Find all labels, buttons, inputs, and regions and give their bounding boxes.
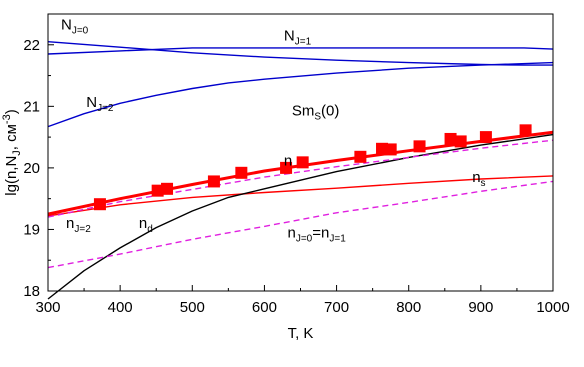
curve-label-main: Sm xyxy=(292,103,315,120)
data-point-marker xyxy=(444,132,457,145)
curve-label: NJ=1 xyxy=(284,27,312,47)
y-tick-label: 18 xyxy=(23,283,40,300)
curve-label-after: (0) xyxy=(321,103,339,120)
data-point-marker xyxy=(151,184,164,197)
y-tick-label: 22 xyxy=(23,37,40,54)
curve-label-main: n xyxy=(66,215,74,232)
data-point-marker xyxy=(296,156,309,169)
series-line-4 xyxy=(47,175,554,217)
data-point-marker xyxy=(207,175,220,188)
x-tick-label: 1000 xyxy=(536,299,569,316)
data-point-marker xyxy=(235,166,248,179)
curve-label: nJ=2 xyxy=(66,215,91,235)
curve-label-main: n xyxy=(288,224,296,241)
data-point-marker xyxy=(384,143,397,156)
curve-label: nJ=0=nJ=1 xyxy=(288,224,347,244)
curve-label-sub: J=2 xyxy=(74,224,91,235)
curve-label-sub: d xyxy=(147,224,153,235)
series-line-0 xyxy=(47,41,553,66)
plot-frame xyxy=(47,13,554,292)
curve-label: SmS(0) xyxy=(292,103,340,123)
curve-label-main: N xyxy=(61,16,72,33)
curve-label: nd xyxy=(139,215,153,235)
curve-label-main: N xyxy=(284,27,295,44)
y-tick-label: 21 xyxy=(23,98,40,115)
x-axis-title: T, K xyxy=(288,325,314,342)
curve-label-main: n xyxy=(472,169,480,186)
curve-label-main: n xyxy=(284,152,292,169)
x-tick-label: 800 xyxy=(396,299,421,316)
data-point-marker xyxy=(93,198,106,211)
series-line-6 xyxy=(47,139,554,218)
curve-label: ns xyxy=(472,169,485,189)
y-axis-title-close: ) xyxy=(3,109,20,114)
curve-label-sub: J=1 xyxy=(295,36,312,47)
y-axis-title: lg(n,NJ, см-3) xyxy=(1,109,23,195)
y-axis-title-unit: , см xyxy=(3,124,20,150)
series-line-5 xyxy=(47,133,554,300)
curve-label-main: N xyxy=(86,94,97,111)
series-line-2 xyxy=(47,61,554,128)
y-tick-label: 20 xyxy=(23,160,40,177)
curve-label: NJ=0 xyxy=(61,16,89,36)
curve-label-sub: S xyxy=(314,112,321,123)
data-point-marker xyxy=(454,135,467,148)
series-line-1 xyxy=(47,47,554,55)
curve-label-after: =n xyxy=(312,224,329,241)
data-markers xyxy=(93,124,532,211)
curve-label: n xyxy=(284,152,292,169)
y-axis-title-exp: -3 xyxy=(1,114,13,124)
curve-label: NJ=2 xyxy=(86,94,114,114)
data-point-marker xyxy=(519,124,532,137)
curve-label-sub: s xyxy=(481,178,486,189)
y-axis-title-main: lg(n,N xyxy=(3,156,20,196)
curve-label-sub: J=0 xyxy=(296,233,313,244)
data-point-marker xyxy=(354,150,367,163)
curve-label-main: n xyxy=(139,215,147,232)
x-tick-label: 900 xyxy=(468,299,493,316)
x-tick-label: 700 xyxy=(324,299,349,316)
axis-ticks: 300 400 500 600 700 800 900 1000 18 19 20 21 22 xyxy=(23,37,569,316)
data-point-marker xyxy=(479,131,492,144)
curve-label-sub: J=0 xyxy=(72,25,89,36)
y-tick-label: 19 xyxy=(23,221,40,238)
y-axis-title-sub: J xyxy=(11,150,23,156)
x-tick-label: 500 xyxy=(180,299,205,316)
x-tick-label: 400 xyxy=(108,299,133,316)
data-point-marker xyxy=(280,161,293,174)
curve-label-sub2: J=1 xyxy=(329,233,346,244)
x-tick-label: 300 xyxy=(35,299,60,316)
data-point-marker xyxy=(413,140,426,153)
series-line-7 xyxy=(47,180,554,269)
x-tick-label: 600 xyxy=(252,299,277,316)
data-point-marker xyxy=(161,182,174,195)
curve-label-sub: J=2 xyxy=(97,103,114,114)
